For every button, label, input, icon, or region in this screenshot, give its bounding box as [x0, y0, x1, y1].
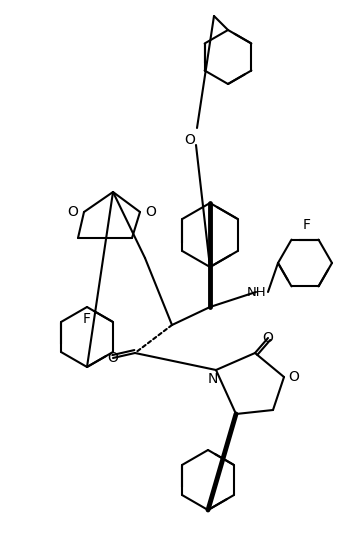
Text: F: F [303, 218, 311, 232]
Text: O: O [146, 205, 156, 219]
Text: O: O [289, 370, 299, 384]
Text: O: O [185, 133, 195, 147]
Text: NH: NH [247, 287, 267, 300]
Text: O: O [262, 331, 274, 345]
Text: O: O [107, 351, 118, 365]
Text: F: F [83, 312, 91, 326]
Text: N: N [208, 372, 218, 386]
Text: O: O [68, 205, 78, 219]
